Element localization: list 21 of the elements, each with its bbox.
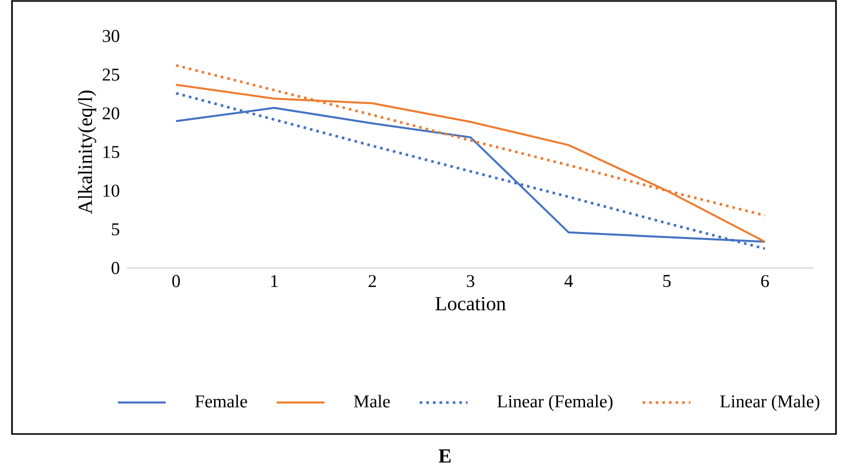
x-tick-label: 2: [368, 275, 376, 287]
y-tick-label: 25: [102, 68, 120, 81]
x-axis-title: Location: [436, 296, 506, 310]
x-tick-label: 4: [564, 275, 573, 287]
legend-label: Linear (Female): [497, 394, 613, 412]
x-tick-label: 3: [466, 275, 474, 288]
x-tick-label: 6: [761, 275, 769, 288]
text: E: [438, 449, 451, 463]
y-axis-title: Alkalinity(eq/l): [78, 90, 96, 214]
y-tick-label: 10: [104, 184, 120, 197]
legend-label: Linear (Male): [720, 394, 820, 412]
legend-label: Female: [195, 394, 248, 408]
y-tick-label: 15: [104, 146, 120, 158]
y-tick-label: 0: [112, 262, 120, 274]
x-tick-label: 5: [663, 275, 671, 288]
y-tick-label: 5: [112, 223, 120, 236]
y-tick-label: 20: [102, 107, 120, 120]
x-tick-label: 1: [271, 275, 278, 287]
x-tick-label: 0: [172, 275, 180, 288]
y-tick-label: 30: [102, 30, 120, 42]
legend-label: Male: [354, 394, 390, 408]
